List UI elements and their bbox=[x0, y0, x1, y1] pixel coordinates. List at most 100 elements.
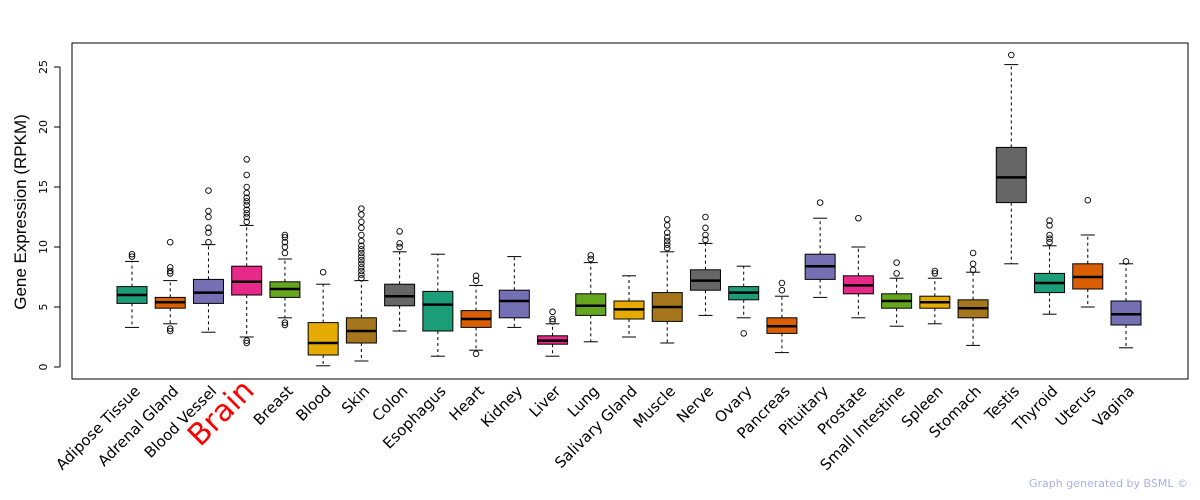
iqr-box bbox=[307, 322, 339, 356]
x-axis-label: Muscle bbox=[630, 382, 679, 431]
outlier-point bbox=[128, 250, 136, 258]
outlier-point bbox=[205, 187, 212, 194]
x-axis-label: Liver bbox=[526, 382, 565, 421]
y-tick-label: 0 bbox=[37, 364, 50, 371]
outlier-point bbox=[396, 228, 403, 235]
outlier-point bbox=[358, 205, 365, 212]
y-tick-label: 15 bbox=[37, 180, 50, 194]
outlier-point bbox=[166, 267, 174, 275]
outlier-point bbox=[358, 264, 365, 271]
iqr-box bbox=[995, 146, 1027, 204]
outlier-point bbox=[663, 222, 671, 229]
outlier-point bbox=[893, 259, 900, 266]
outlier-point bbox=[281, 243, 289, 251]
outlier-point bbox=[243, 171, 250, 179]
outlier-point bbox=[166, 325, 174, 332]
plot-frame bbox=[71, 42, 1189, 380]
outlier-point bbox=[1046, 235, 1053, 242]
outlier-point bbox=[281, 319, 289, 326]
outlier-point bbox=[281, 321, 289, 329]
outlier-point bbox=[1008, 51, 1015, 59]
box-colon bbox=[384, 228, 416, 332]
outlier-point bbox=[472, 277, 480, 284]
outlier-point bbox=[205, 213, 212, 221]
box-adrenal-gland bbox=[154, 238, 186, 335]
box-nerve bbox=[689, 213, 721, 316]
outlier-point bbox=[931, 267, 939, 275]
outlier-point bbox=[243, 198, 250, 205]
outlier-point bbox=[243, 218, 250, 226]
outlier-point bbox=[358, 271, 365, 278]
box-breast bbox=[269, 231, 301, 329]
box-stomach bbox=[957, 249, 989, 346]
outlier-point bbox=[549, 315, 556, 323]
y-axis-title: Gene Expression (RPKM) bbox=[11, 114, 30, 310]
outlier-point bbox=[1046, 222, 1053, 229]
outlier-point bbox=[243, 213, 250, 221]
outlier-point bbox=[740, 330, 747, 337]
outlier-point bbox=[549, 308, 556, 316]
box-pancreas bbox=[766, 279, 798, 354]
outlier-point bbox=[358, 242, 365, 250]
outlier-point bbox=[319, 268, 327, 276]
outlier-point bbox=[663, 241, 671, 248]
y-tick-label: 20 bbox=[37, 120, 50, 134]
outlier-point bbox=[243, 201, 250, 209]
y-tick-label: 10 bbox=[37, 240, 50, 254]
box-blood bbox=[307, 268, 339, 367]
outlier-point bbox=[778, 286, 786, 294]
outlier-point bbox=[587, 252, 595, 259]
y-tick-label: 25 bbox=[37, 60, 50, 74]
outlier-point bbox=[702, 213, 709, 221]
box-salivary-gland bbox=[613, 275, 645, 338]
iqr-box bbox=[498, 289, 530, 319]
outlier-point bbox=[663, 237, 671, 245]
outlier-point bbox=[396, 243, 403, 251]
outlier-point bbox=[663, 244, 671, 252]
outlier-point bbox=[281, 231, 289, 239]
outlier-point bbox=[243, 156, 250, 163]
outlier-point bbox=[472, 272, 480, 280]
outlier-point bbox=[358, 249, 365, 257]
x-axis-label: Vagina bbox=[1089, 382, 1138, 431]
box-uterus bbox=[1072, 196, 1104, 308]
outlier-point bbox=[893, 270, 900, 277]
outlier-point bbox=[166, 264, 174, 271]
outlier-point bbox=[472, 350, 480, 358]
outlier-point bbox=[587, 255, 595, 263]
box-kidney bbox=[498, 256, 530, 328]
outlier-point bbox=[358, 267, 365, 275]
outlier-point bbox=[205, 238, 212, 246]
boxes-layer bbox=[116, 51, 1142, 367]
outlier-point bbox=[702, 236, 709, 244]
outlier-point bbox=[281, 234, 289, 241]
outlier-point bbox=[358, 253, 365, 260]
outlier-point bbox=[1084, 196, 1092, 204]
y-tick-label: 5 bbox=[37, 304, 50, 311]
box-thyroid bbox=[1034, 217, 1066, 315]
outlier-point bbox=[663, 216, 671, 223]
outlier-point bbox=[281, 238, 289, 246]
outlier-point bbox=[969, 249, 977, 257]
box-vagina bbox=[1110, 258, 1142, 349]
outlier-point bbox=[1046, 238, 1053, 246]
outlier-point bbox=[243, 210, 250, 217]
outlier-point bbox=[358, 256, 365, 264]
outlier-point bbox=[702, 231, 709, 239]
box-lung bbox=[575, 252, 607, 343]
box-blood-vessel bbox=[192, 187, 224, 333]
outlier-point bbox=[1046, 217, 1053, 224]
outlier-point bbox=[358, 218, 365, 226]
outlier-point bbox=[1046, 231, 1053, 239]
box-spleen bbox=[919, 267, 951, 325]
box-adipose-tissue bbox=[116, 250, 148, 328]
x-axis-label: Breast bbox=[250, 382, 297, 429]
outlier-point bbox=[358, 260, 365, 268]
box-ovary bbox=[728, 265, 760, 337]
outlier-point bbox=[243, 339, 250, 347]
box-muscle bbox=[651, 216, 683, 344]
outlier-point bbox=[358, 274, 365, 282]
outlier-point bbox=[128, 253, 136, 260]
outlier-point bbox=[243, 194, 250, 202]
